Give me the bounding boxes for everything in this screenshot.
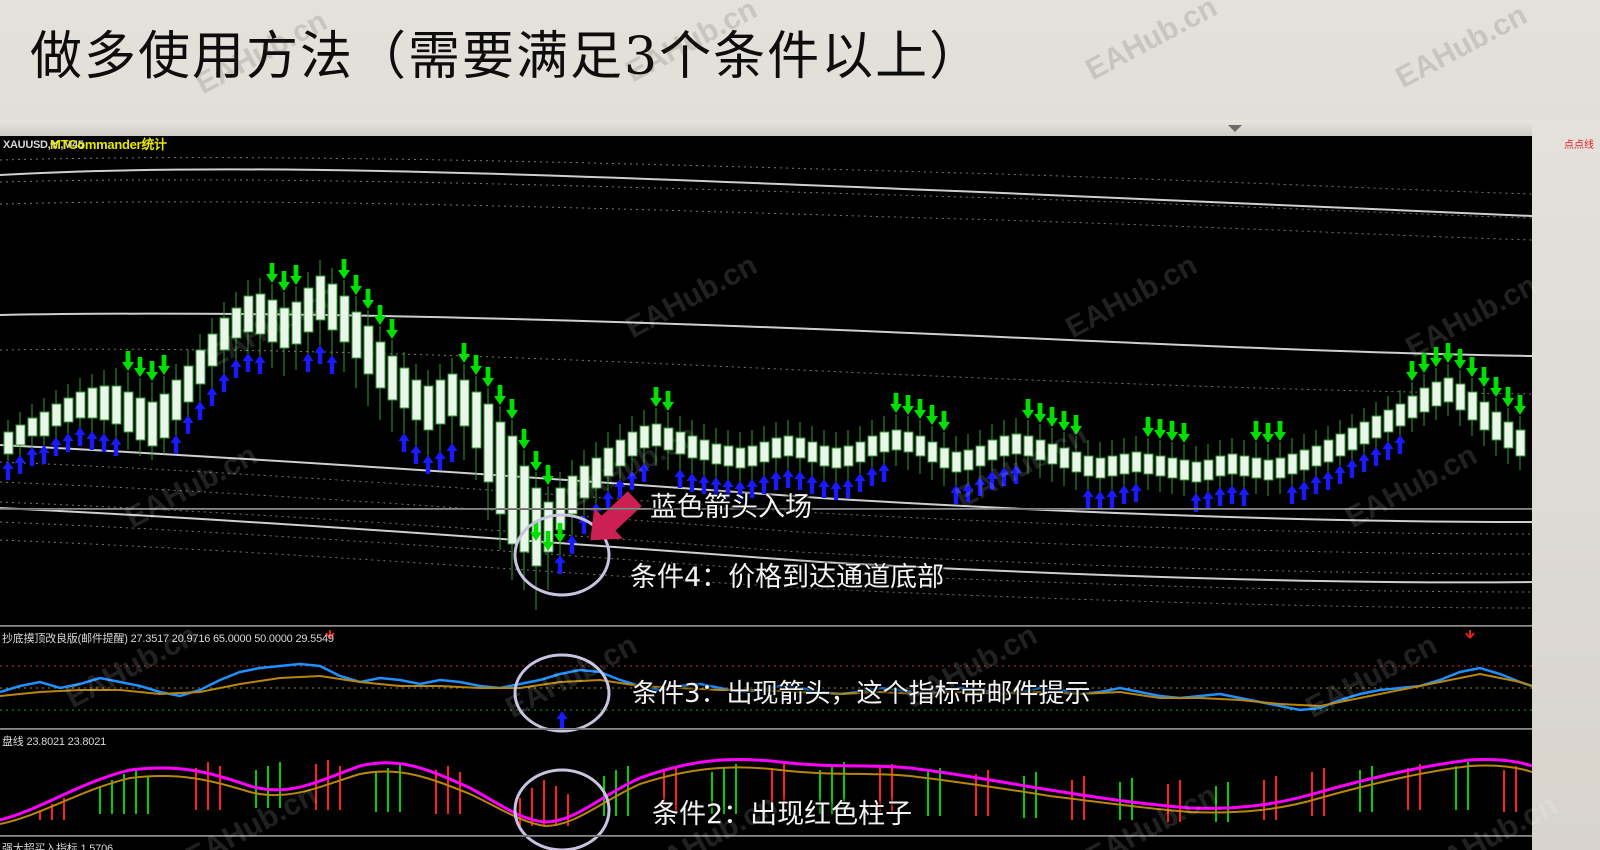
pane-label-oscillator: 抄底摸顶改良版(邮件提醒) 27.3517 20.9716 65.0000 50… [2, 633, 334, 645]
top-right-note: 点点线 [1564, 140, 1594, 151]
pane-separator [0, 728, 1532, 730]
pane-label-histogram: 盘线 23.8021 23.8021 [2, 736, 107, 748]
dotted-grid [0, 157, 1532, 609]
pane-separator [0, 835, 1532, 837]
highlight-ellipse-oscillator [513, 653, 611, 733]
pointer-arrow [590, 491, 642, 541]
window-title-bar[interactable] [0, 120, 1532, 136]
histogram-pane [0, 757, 1532, 850]
osc-slow-line [0, 672, 1532, 708]
annotation-condition-2: 条件2：出现红色柱子 [652, 799, 913, 830]
annotation-condition-3: 条件3：出现箭头，这个指标带邮件提示 [632, 679, 1091, 709]
right-gutter [1532, 120, 1600, 850]
watermark: EAHub.cn [1390, 0, 1533, 95]
metatrader-window[interactable]: XAUUSD,ซ.,M45 MTCommander统计 点点线 [0, 120, 1600, 850]
osc-fast-line [0, 662, 1532, 712]
candlestick-series [3, 260, 1526, 610]
pane-separator [0, 508, 1532, 510]
page-title: 做多使用方法（需要满足3个条件以上） [30, 27, 984, 87]
chevron-down-icon[interactable] [1228, 125, 1242, 132]
highlight-ellipse-histogram [513, 768, 611, 850]
pane-separator [0, 625, 1532, 627]
hist-ma-magenta [0, 757, 1532, 824]
highlight-ellipse-price [513, 513, 611, 597]
annotation-condition-4: 条件4：价格到达通道底部 [630, 562, 945, 593]
chart-vector-layer [0, 157, 1532, 850]
indicator-title-label: MTCommander统计 [50, 137, 167, 152]
oscillator-pane [0, 630, 1532, 733]
symbol-label: XAUUSD,ซ.,M45 [3, 139, 84, 151]
pane-label-bottom-signal: 强大超买入指标 1.5706 [2, 843, 113, 850]
hist-ma-orange [0, 764, 1532, 828]
annotation-entry: 蓝色箭头入场 [650, 492, 812, 523]
